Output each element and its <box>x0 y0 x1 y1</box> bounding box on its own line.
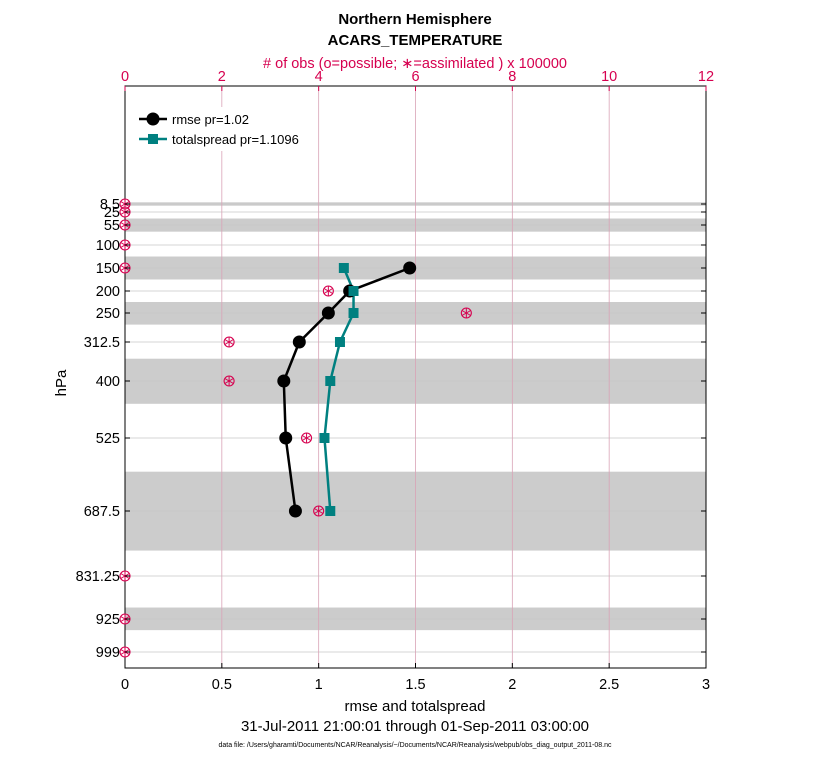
x-tick-label-1: 0.5 <box>212 677 232 693</box>
y-tick-label-4: 150 <box>96 261 120 277</box>
totalspread-point-4 <box>325 376 336 386</box>
y-tick-label-1: 25 <box>104 205 120 221</box>
x-tick-label-4: 2 <box>508 677 516 693</box>
legend-rmse-marker <box>146 112 160 126</box>
x-tick-label-2: 1 <box>315 677 323 693</box>
y-tick-label-0: 8.5 <box>100 197 120 213</box>
y-tick-label-12: 925 <box>96 612 120 628</box>
top-tick-label-0: 0 <box>121 69 129 85</box>
y-tick-label-5: 200 <box>96 284 120 300</box>
totalspread-point-0 <box>338 263 349 273</box>
top-tick-label-4: 8 <box>508 69 516 85</box>
totalspread-point-3 <box>334 337 345 347</box>
rmse-point-0 <box>403 261 417 275</box>
chart-title: Northern Hemisphere <box>338 11 491 28</box>
top-tick-label-2: 4 <box>315 69 323 85</box>
y-tick-label-8: 400 <box>96 374 120 390</box>
top-tick-label-6: 12 <box>698 69 714 85</box>
obs-marker-9 <box>301 432 313 444</box>
top-axis-label: # of obs (o=possible; ∗=assimilated ) x … <box>263 56 567 72</box>
top-tick-label-3: 6 <box>411 69 419 85</box>
y-tick-label-3: 100 <box>96 238 120 254</box>
obs-marker-5 <box>322 285 334 297</box>
y-tick-label-7: 312.5 <box>84 335 120 351</box>
footnote: data file: /Users/gharamti/Documents/NCA… <box>218 742 612 749</box>
rmse-point-3 <box>292 335 306 349</box>
top-tick-label-5: 10 <box>601 69 617 85</box>
y-tick-label-11: 831.25 <box>76 569 120 585</box>
y-axis-label: hPa <box>53 369 70 396</box>
legend-box <box>133 107 318 151</box>
x-tick-label-6: 3 <box>702 677 710 693</box>
x-tick-label-0: 0 <box>121 677 129 693</box>
y-tick-label-6: 250 <box>96 306 120 322</box>
totalspread-point-5 <box>319 433 330 443</box>
obs-marker-6 <box>460 307 472 319</box>
obs-marker-7 <box>223 336 235 348</box>
y-tick-label-13: 999 <box>96 645 120 661</box>
x-axis-label: rmse and totalspread <box>345 698 486 715</box>
totalspread-point-1 <box>348 286 359 296</box>
totalspread-point-2 <box>348 308 359 318</box>
totalspread-point-6 <box>325 506 336 516</box>
y-tick-label-10: 687.5 <box>84 504 120 520</box>
x-tick-label-3: 1.5 <box>405 677 425 693</box>
series-layer <box>277 261 417 518</box>
chart-subtitle: ACARS_TEMPERATURE <box>328 32 503 49</box>
y-tick-label-9: 525 <box>96 431 120 447</box>
legend-spread-label: totalspread pr=1.1096 <box>172 132 299 147</box>
obs-marker-8 <box>223 375 235 387</box>
rmse-point-5 <box>279 431 293 445</box>
legend: rmse pr=1.02 totalspread pr=1.1096 <box>133 107 318 151</box>
date-range: 31-Jul-2011 21:00:01 through 01-Sep-2011… <box>241 718 589 735</box>
legend-rmse-label: rmse pr=1.02 <box>172 112 249 127</box>
rmse-point-2 <box>321 306 335 320</box>
rmse-point-4 <box>277 374 291 388</box>
top-tick-label-1: 2 <box>218 69 226 85</box>
obs-marker-10 <box>313 505 325 517</box>
legend-spread-marker <box>148 134 158 144</box>
y-tick-label-2: 55 <box>104 218 120 234</box>
rmse-point-6 <box>288 504 302 518</box>
x-tick-label-5: 2.5 <box>599 677 619 693</box>
